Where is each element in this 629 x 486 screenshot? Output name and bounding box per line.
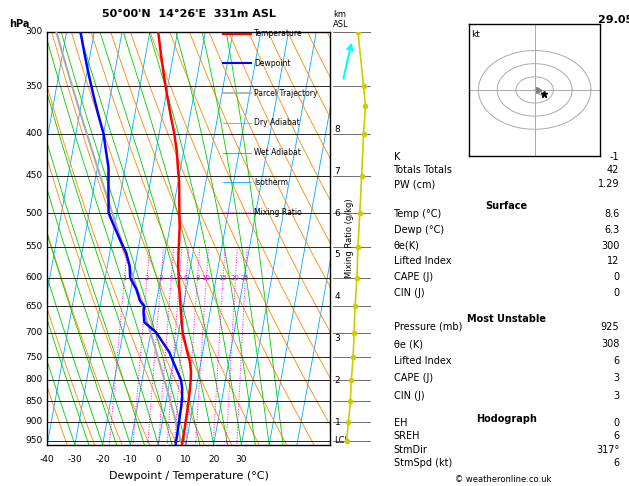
Text: 2: 2	[335, 376, 340, 385]
Text: 3: 3	[159, 275, 163, 281]
Text: 0: 0	[613, 272, 619, 282]
Text: 350: 350	[26, 82, 43, 91]
Text: Parcel Trajectory: Parcel Trajectory	[253, 88, 317, 98]
Text: Dewpoint / Temperature (°C): Dewpoint / Temperature (°C)	[109, 471, 269, 481]
Text: 400: 400	[26, 129, 43, 138]
Text: 10: 10	[202, 275, 211, 281]
Text: 1: 1	[122, 275, 126, 281]
Text: 29.05.2024  06GMT  (Base: 12): 29.05.2024 06GMT (Base: 12)	[598, 15, 629, 25]
Text: 6: 6	[613, 431, 619, 441]
Text: 0: 0	[613, 418, 619, 428]
Text: Mixing Ratio: Mixing Ratio	[253, 208, 301, 217]
Text: 15: 15	[218, 275, 227, 281]
Text: 3: 3	[613, 391, 619, 400]
Text: 1.29: 1.29	[598, 179, 619, 189]
Text: 20: 20	[231, 275, 240, 281]
Text: Hodograph: Hodograph	[476, 414, 537, 424]
Text: 20: 20	[208, 455, 220, 464]
Text: CIN (J): CIN (J)	[394, 288, 424, 298]
Text: -10: -10	[123, 455, 138, 464]
Text: CAPE (J): CAPE (J)	[394, 272, 433, 282]
Text: 0: 0	[613, 288, 619, 298]
Text: 30: 30	[236, 455, 247, 464]
Text: 10: 10	[180, 455, 192, 464]
Text: 317°: 317°	[596, 445, 619, 454]
Text: 4: 4	[335, 292, 340, 301]
Text: 300: 300	[26, 27, 43, 36]
Text: PW (cm): PW (cm)	[394, 179, 435, 189]
Text: θe(K): θe(K)	[394, 241, 420, 251]
Text: 2: 2	[145, 275, 149, 281]
Text: 7: 7	[335, 167, 340, 176]
Text: Lifted Index: Lifted Index	[394, 356, 451, 366]
Text: CIN (J): CIN (J)	[394, 391, 424, 400]
Text: -30: -30	[67, 455, 82, 464]
Text: -40: -40	[40, 455, 55, 464]
Text: 0: 0	[155, 455, 161, 464]
Text: 6: 6	[184, 275, 189, 281]
Text: Isotherm: Isotherm	[253, 178, 288, 187]
Text: 5: 5	[335, 250, 340, 260]
Text: Mixing Ratio (g/kg): Mixing Ratio (g/kg)	[345, 198, 353, 278]
Text: 12: 12	[607, 257, 619, 266]
Text: 5: 5	[177, 275, 182, 281]
Text: Most Unstable: Most Unstable	[467, 313, 546, 324]
Text: km
ASL: km ASL	[333, 10, 349, 29]
Text: Temperature: Temperature	[253, 29, 303, 38]
Text: 950: 950	[26, 436, 43, 446]
Text: StmSpd (kt): StmSpd (kt)	[394, 458, 452, 468]
Text: 1: 1	[335, 417, 340, 427]
Text: CAPE (J): CAPE (J)	[394, 373, 433, 383]
Text: 4: 4	[169, 275, 173, 281]
Text: 500: 500	[26, 208, 43, 218]
Text: 925: 925	[601, 322, 619, 332]
Text: 8: 8	[195, 275, 199, 281]
Text: 800: 800	[26, 376, 43, 384]
Text: Dewp (°C): Dewp (°C)	[394, 225, 443, 235]
Text: 450: 450	[26, 171, 43, 180]
Text: 308: 308	[601, 339, 619, 349]
Text: 6: 6	[613, 356, 619, 366]
Text: 550: 550	[26, 243, 43, 251]
Text: LCL: LCL	[335, 436, 350, 445]
Text: Wet Adiabat: Wet Adiabat	[253, 148, 301, 157]
Text: 600: 600	[26, 273, 43, 282]
Text: Dewpoint: Dewpoint	[253, 59, 291, 68]
Text: θe (K): θe (K)	[394, 339, 423, 349]
Text: K: K	[394, 152, 400, 161]
Text: 900: 900	[26, 417, 43, 426]
Text: StmDir: StmDir	[394, 445, 427, 454]
Text: -20: -20	[96, 455, 110, 464]
Text: SREH: SREH	[394, 431, 420, 441]
Text: Lifted Index: Lifted Index	[394, 257, 451, 266]
Text: 25: 25	[241, 275, 250, 281]
Text: 6: 6	[335, 208, 340, 218]
Text: 750: 750	[26, 352, 43, 362]
Text: EH: EH	[394, 418, 407, 428]
Text: 850: 850	[26, 397, 43, 406]
Text: 8: 8	[335, 125, 340, 134]
Text: Totals Totals: Totals Totals	[394, 165, 452, 175]
Text: kt: kt	[471, 30, 480, 39]
Text: 650: 650	[26, 302, 43, 311]
Text: Temp (°C): Temp (°C)	[394, 209, 442, 219]
Text: Pressure (mb): Pressure (mb)	[394, 322, 462, 332]
Text: -1: -1	[610, 152, 619, 161]
Text: 50°00'N  14°26'E  331m ASL: 50°00'N 14°26'E 331m ASL	[102, 9, 276, 19]
Text: hPa: hPa	[9, 19, 30, 29]
Text: 6: 6	[613, 458, 619, 468]
Text: © weatheronline.co.uk: © weatheronline.co.uk	[455, 474, 552, 484]
Text: 8.6: 8.6	[604, 209, 619, 219]
Text: Dry Adiabat: Dry Adiabat	[253, 119, 299, 127]
Text: Surface: Surface	[486, 201, 527, 211]
Text: 700: 700	[26, 328, 43, 337]
Text: 3: 3	[335, 334, 340, 343]
Text: 42: 42	[607, 165, 619, 175]
Text: 300: 300	[601, 241, 619, 251]
Text: 3: 3	[613, 373, 619, 383]
Text: 6.3: 6.3	[604, 225, 619, 235]
